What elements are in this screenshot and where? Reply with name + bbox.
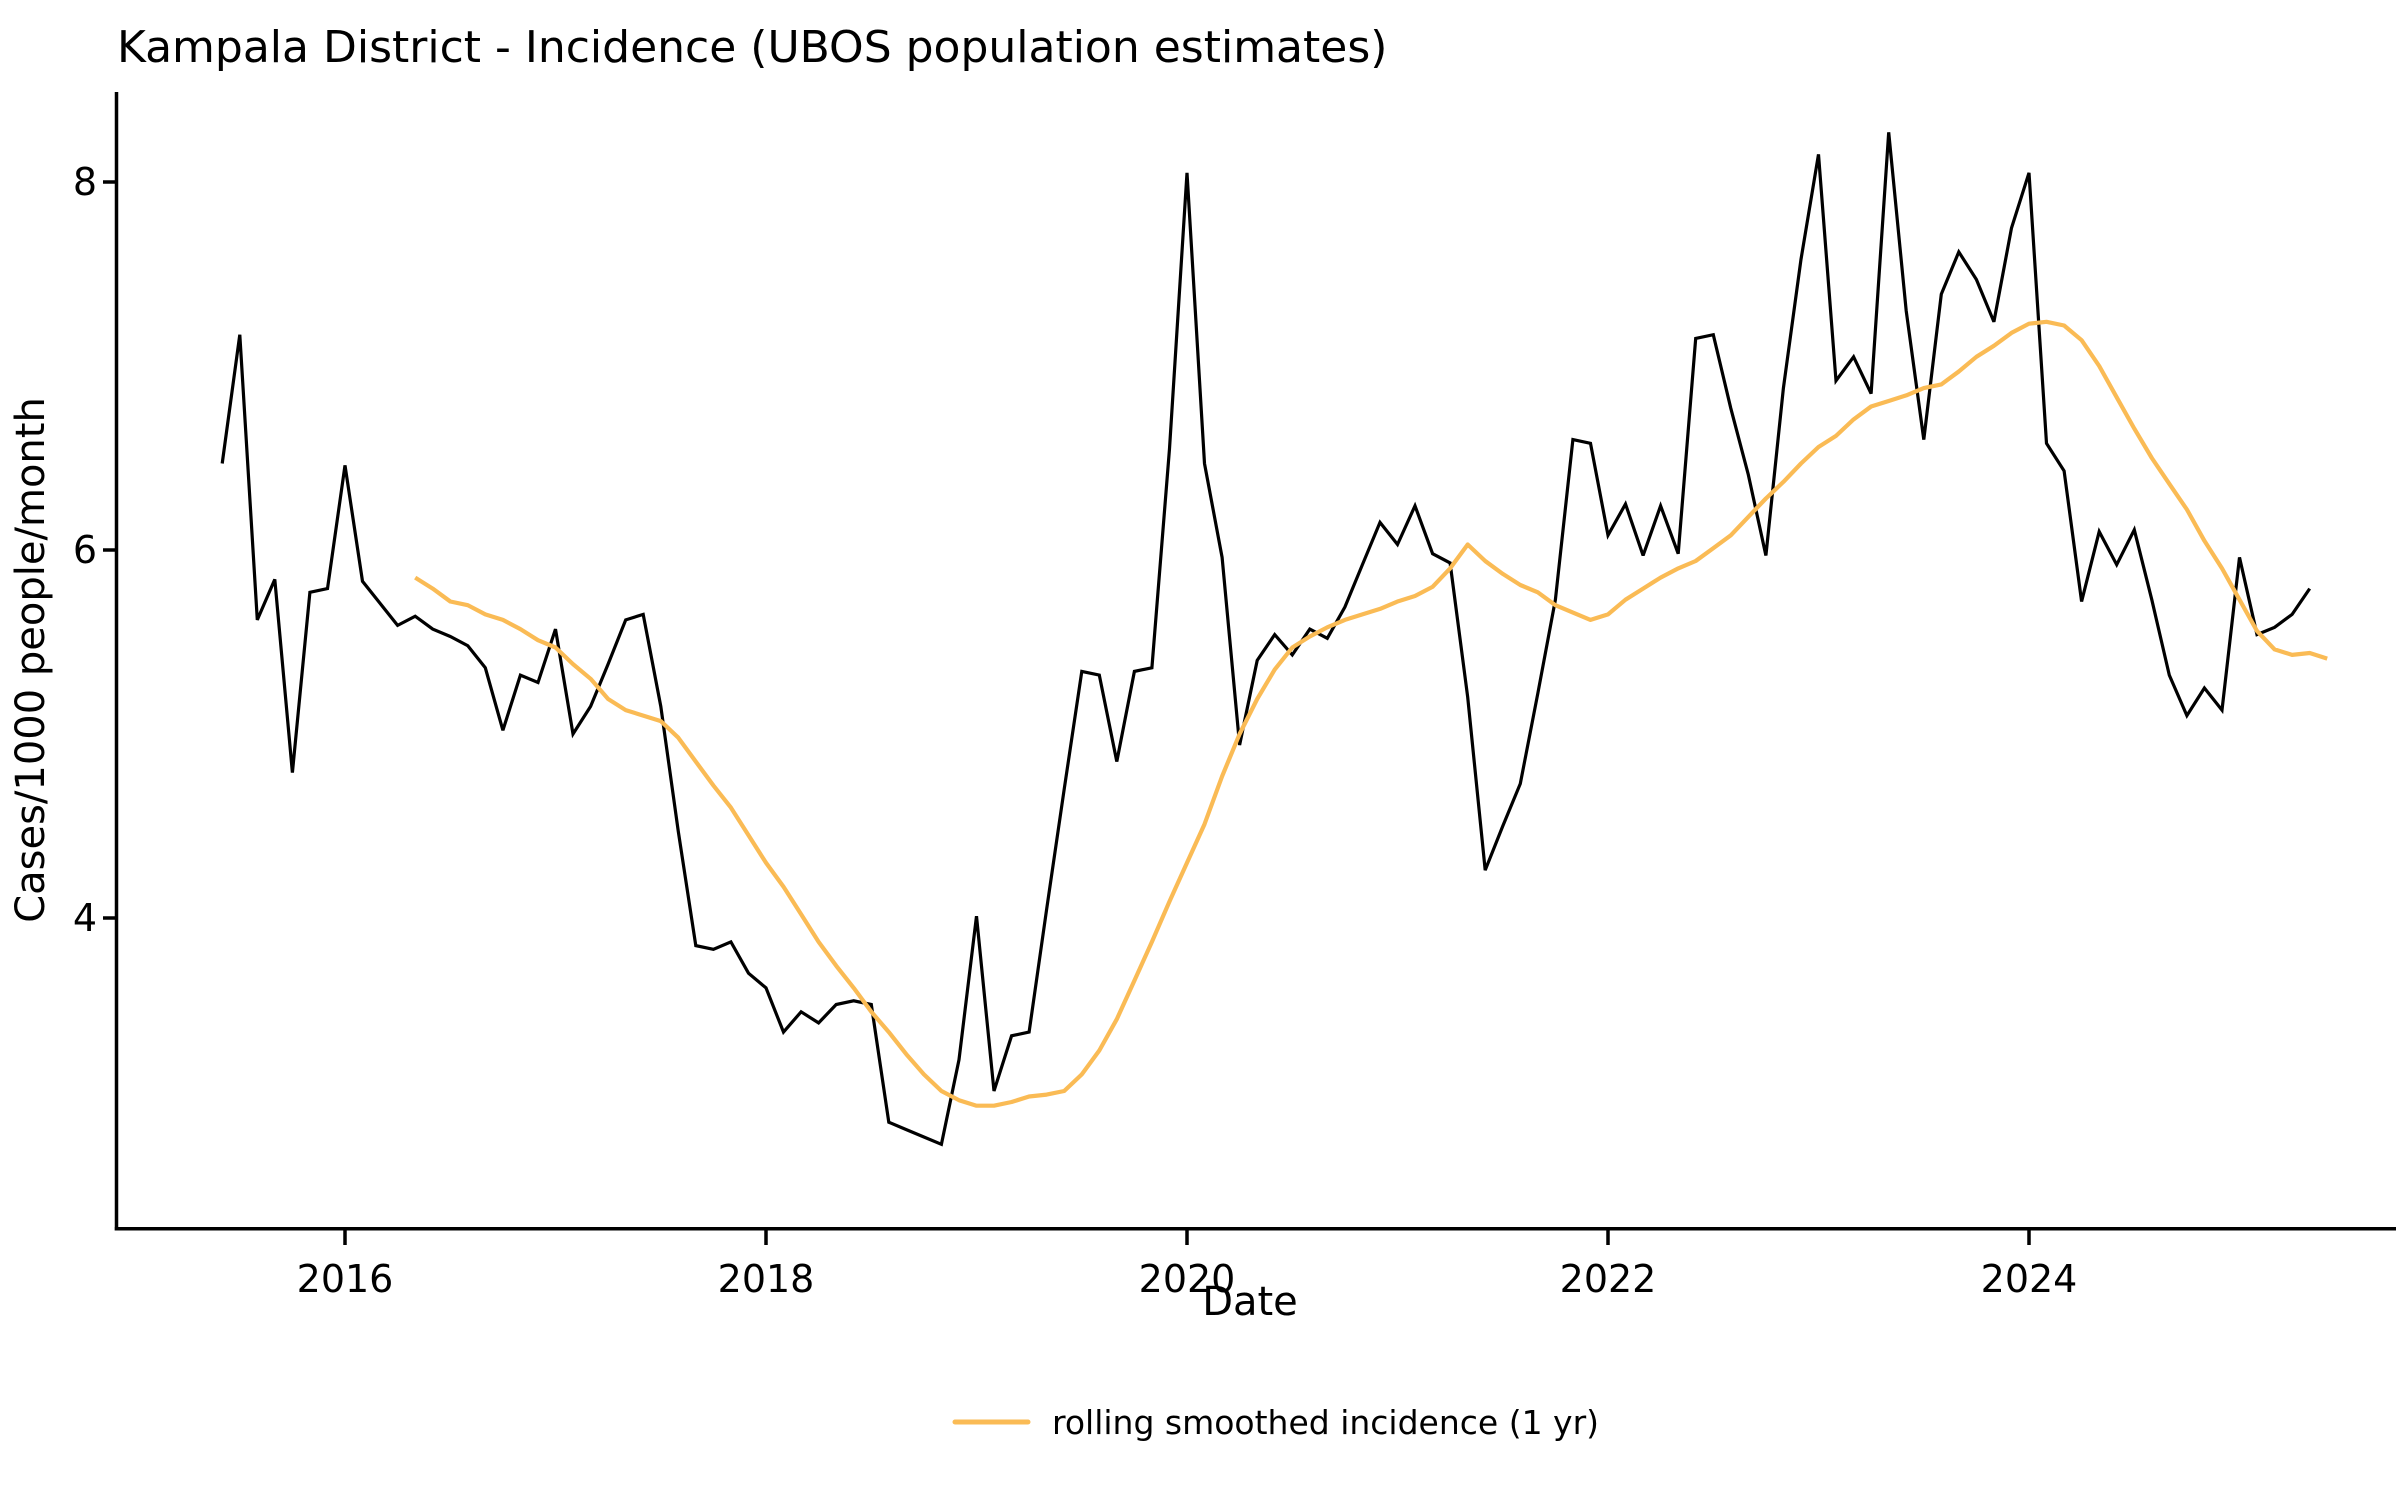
y-tick-label: 6 bbox=[73, 528, 97, 572]
smoothed-line bbox=[414, 319, 2328, 1108]
x-axis-tick-labels: 2016 2018 2020 2022 2024 bbox=[297, 1257, 2078, 1301]
legend-label: rolling smoothed incidence (1 yr) bbox=[1052, 1403, 1599, 1442]
x-tick-label: 2020 bbox=[1139, 1257, 1236, 1301]
tick-marks bbox=[103, 180, 2031, 1245]
x-tick-label: 2018 bbox=[718, 1257, 815, 1301]
x-tick-label: 2016 bbox=[297, 1257, 394, 1301]
y-axis-tick-labels: 8 6 4 bbox=[73, 160, 97, 940]
incidence-line bbox=[220, 132, 2312, 1147]
y-tick-label: 8 bbox=[73, 160, 97, 204]
data-series bbox=[220, 132, 2328, 1147]
y-tick-label: 4 bbox=[73, 896, 97, 940]
x-tick-label: 2022 bbox=[1560, 1257, 1657, 1301]
legend: rolling smoothed incidence (1 yr) bbox=[952, 1403, 1599, 1442]
chart-title: Kampala District - Incidence (UBOS popul… bbox=[117, 22, 1387, 73]
x-axis-label: Date bbox=[1202, 1279, 1298, 1325]
y-axis-label: Cases/1000 people/month bbox=[8, 397, 54, 923]
x-tick-label: 2024 bbox=[1981, 1257, 2078, 1301]
